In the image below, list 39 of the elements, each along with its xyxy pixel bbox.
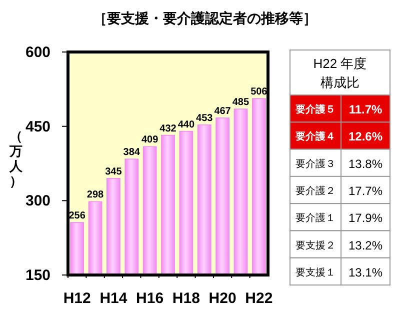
- data-label: 345: [105, 166, 122, 178]
- data-label: 256: [68, 210, 86, 222]
- y-tick-label: 300: [25, 192, 51, 210]
- x-tick-label: H14: [100, 290, 128, 307]
- data-label: 440: [178, 119, 195, 130]
- category-label: 要介護５: [294, 104, 336, 116]
- x-tick-label: H18: [172, 290, 200, 307]
- data-label: 485: [232, 96, 250, 108]
- data-label: 409: [141, 134, 159, 146]
- data-label: 384: [123, 147, 140, 158]
- data-label: 13.1%: [348, 265, 383, 280]
- x-tick-label: H16: [136, 290, 164, 307]
- category-label: 要介護３: [296, 158, 336, 170]
- category-label: 要介護４: [294, 130, 336, 143]
- category-label: 要支援１: [296, 266, 336, 278]
- data-label: 13.8%: [348, 156, 383, 171]
- category-label: 要介護２: [296, 185, 336, 197]
- data-label: 453: [196, 112, 214, 124]
- category-label: 要支援２: [296, 239, 336, 252]
- text: 構成比: [320, 75, 360, 90]
- y-axis-title: （万人）: [8, 128, 24, 188]
- category-label: 要介護１: [296, 212, 336, 224]
- data-label: 12.6%: [348, 130, 383, 144]
- y-tick-label: 150: [25, 267, 51, 284]
- data-label: 432: [160, 123, 177, 134]
- x-tick-label: H20: [208, 290, 236, 307]
- x-tick-label: H22: [245, 290, 273, 307]
- y-tick-label: 600: [25, 44, 51, 61]
- data-label: 298: [86, 190, 104, 201]
- data-label: 13.2%: [348, 238, 383, 252]
- data-label: 17.7%: [348, 184, 383, 198]
- chart-title: ［要支援・要介護認定者の推移等］: [93, 10, 317, 26]
- data-label: 11.7%: [348, 102, 383, 117]
- text: H22 年度: [313, 56, 367, 71]
- y-tick-label: 450: [25, 118, 51, 136]
- data-label: 467: [214, 106, 232, 117]
- data-label: 506: [250, 86, 268, 98]
- data-label: 17.9%: [348, 211, 383, 226]
- x-tick-label: H12: [63, 290, 91, 307]
